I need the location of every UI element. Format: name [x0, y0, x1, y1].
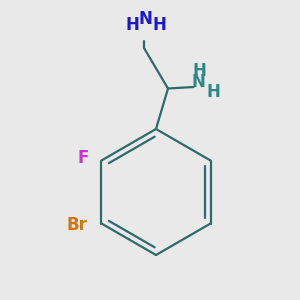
Text: N: N: [192, 73, 206, 91]
Text: H: H: [193, 62, 206, 80]
Text: F: F: [77, 149, 88, 167]
Text: N: N: [139, 11, 152, 28]
Text: H: H: [207, 83, 220, 101]
Text: Br: Br: [66, 216, 87, 234]
Text: H: H: [125, 16, 139, 34]
Text: H: H: [152, 16, 166, 34]
